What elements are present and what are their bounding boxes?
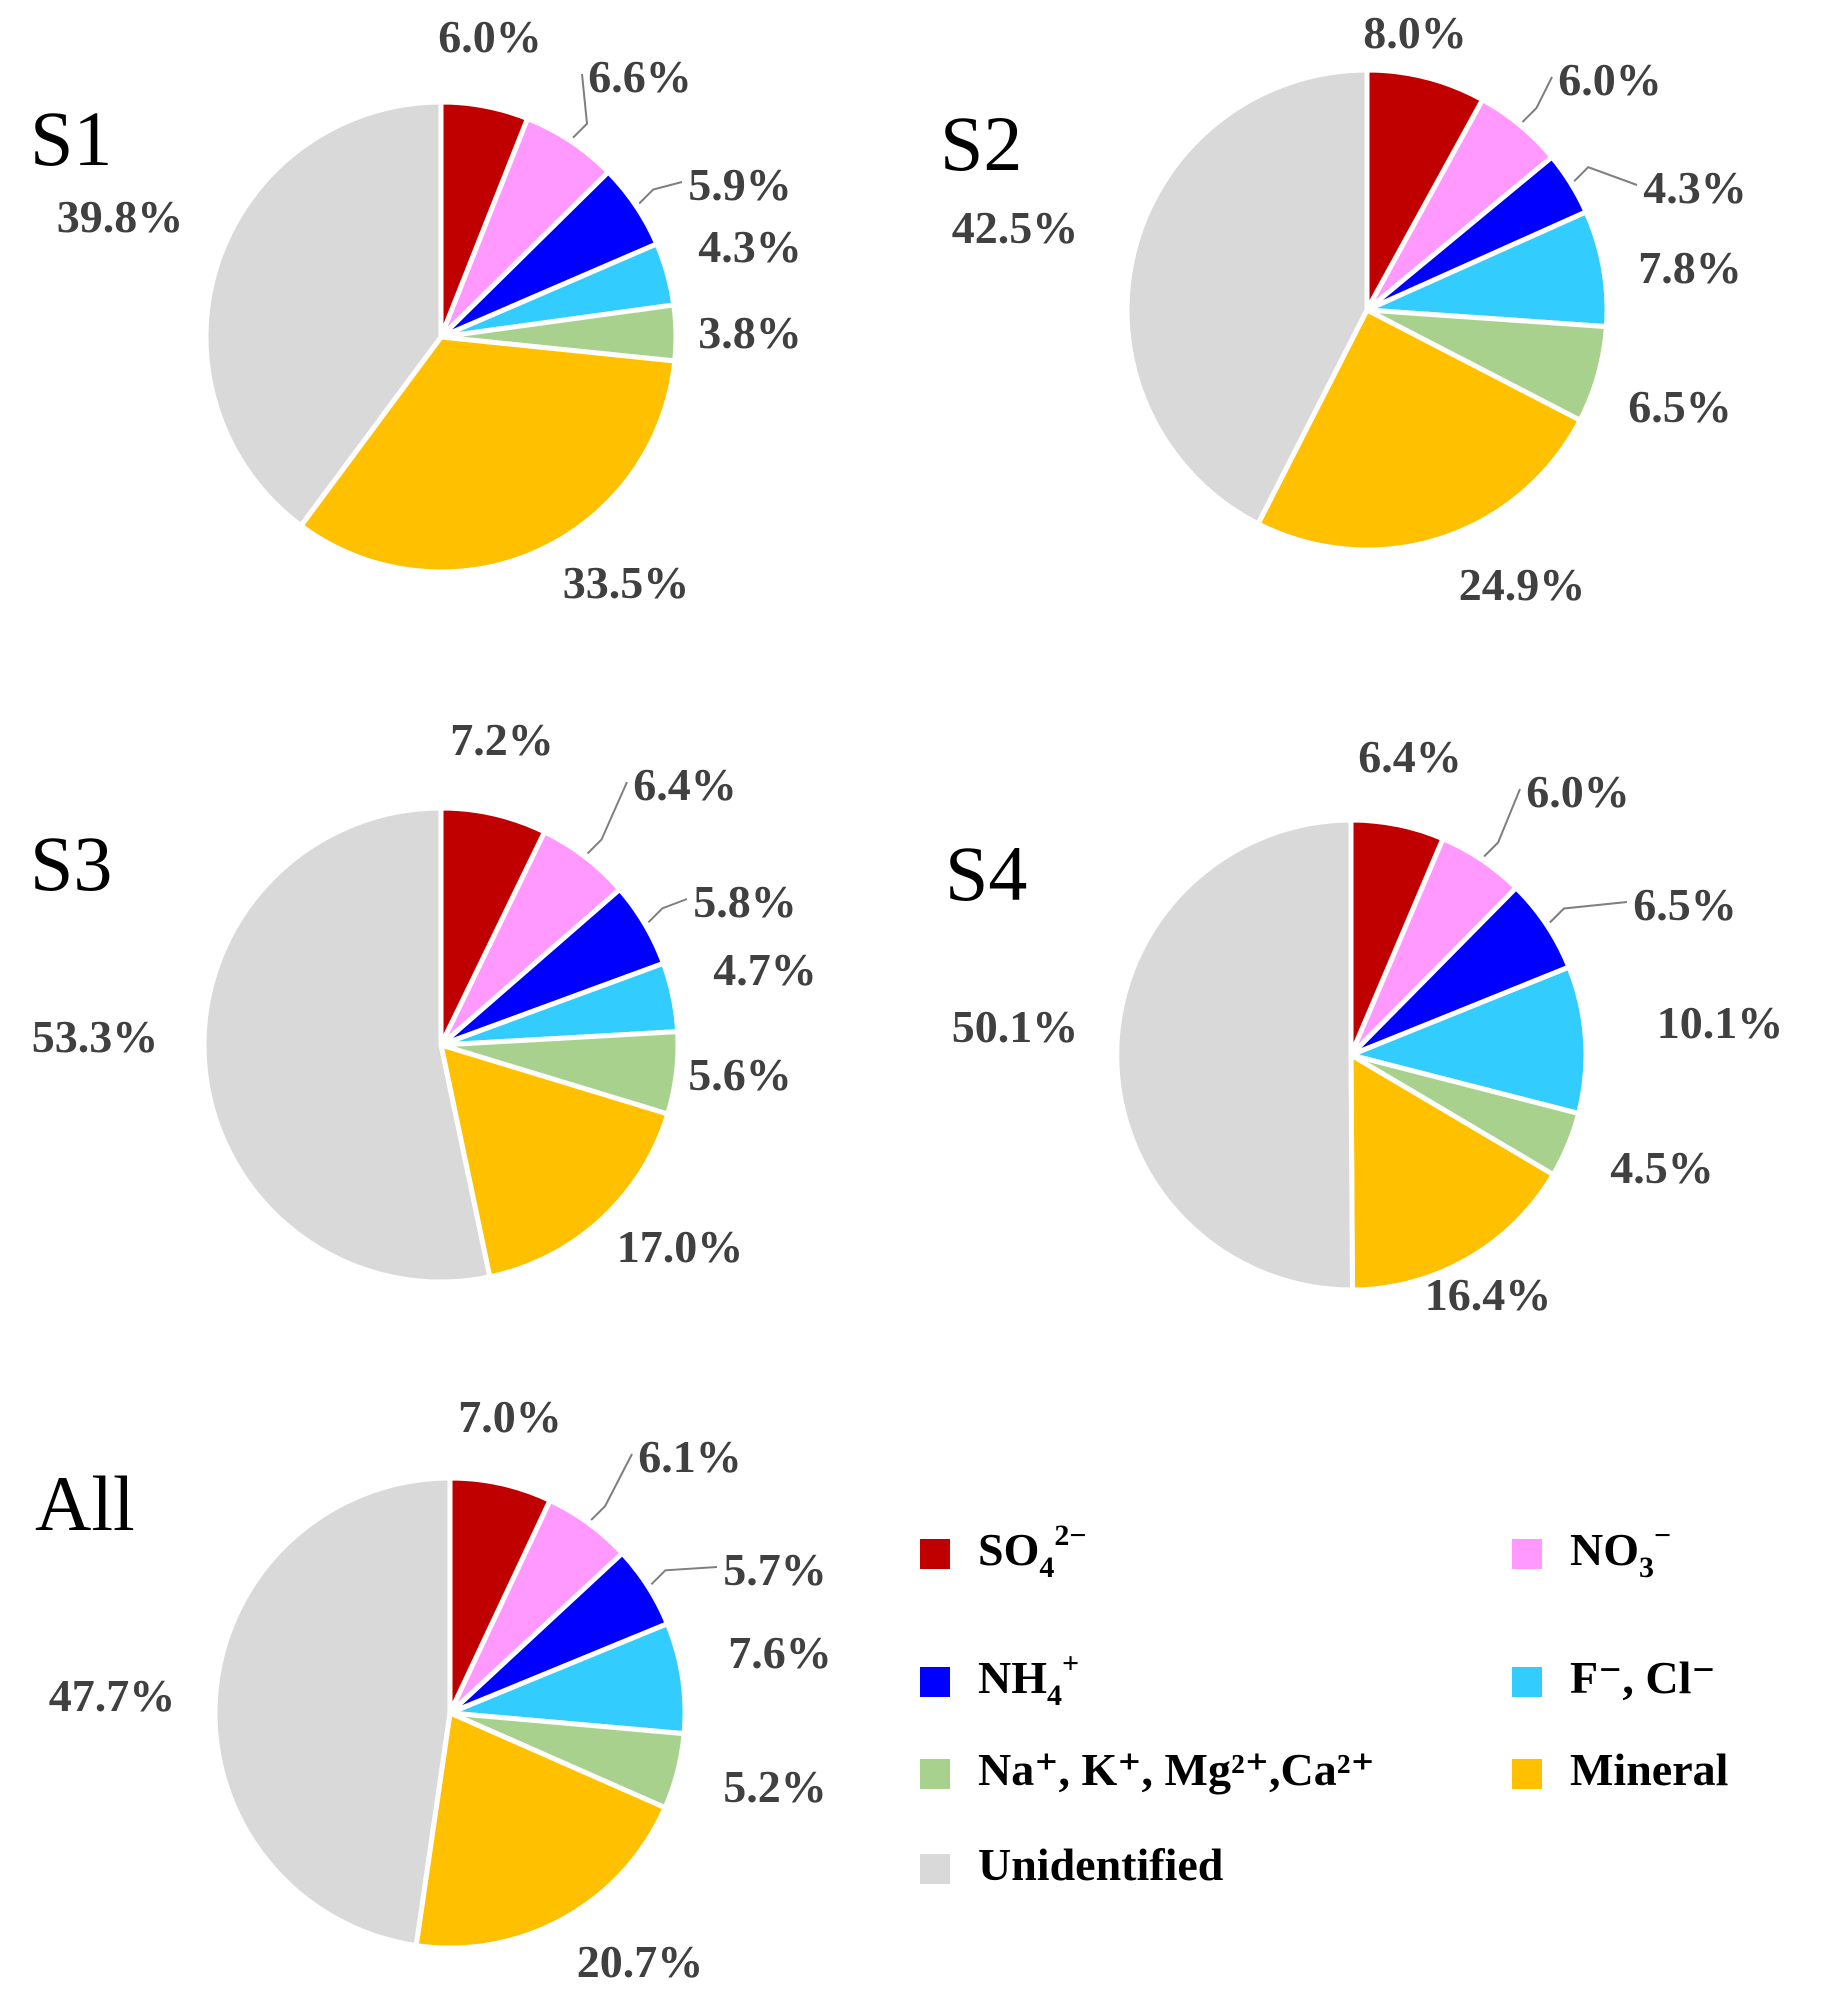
chart-title: S4 [945,830,1027,917]
legend-label: Unidentified [978,1839,1224,1890]
legend-swatch [920,1759,950,1789]
pie-chart-s1: 6.0% 6.6% 5.9% 4.3% 3.8% 33.5% 39.8% S1 [30,11,802,608]
legend-swatch [920,1539,950,1569]
leader-line [572,73,589,139]
leader-line [1573,166,1638,186]
data-label: 7.6% [728,1627,832,1678]
pie-slice [438,1042,671,1280]
data-label: 6.0% [1558,54,1662,105]
legend-label: F⁻, Cl⁻ [1570,1652,1716,1703]
pie-slice [1364,209,1610,330]
data-label: 6.6% [588,51,692,102]
data-label: 7.2% [450,714,554,765]
pie-slice [298,334,678,575]
pie-slice [1348,1052,1556,1293]
data-label: 47.7% [49,1670,176,1721]
legend: SO42− NO3− NH4+ F⁻, Cl⁻ Na⁺, K⁺, Mg²⁺,Ca²⁺ Mi… [920,1519,1728,1890]
chart-title: S2 [940,100,1022,187]
data-label: 20.7% [577,1936,704,1987]
data-label: 7.0% [458,1391,562,1442]
data-label: 24.9% [1459,559,1586,610]
pie-slice [1114,817,1355,1293]
data-label: 17.0% [617,1221,744,1272]
legend-label: Na⁺, K⁺, Mg²⁺,Ca²⁺ [978,1744,1375,1795]
data-label: 3.8% [698,307,802,358]
pie-slice [1364,67,1486,313]
pie-slice [1348,964,1589,1116]
chart-title: S3 [30,820,112,907]
chart-title: S1 [30,95,112,182]
legend-item-no3: NO3− [1512,1519,1671,1584]
legend-label: Mineral [1570,1744,1728,1795]
leader-line [650,1566,718,1586]
data-label: 4.3% [1643,162,1747,213]
leader-line [590,1453,633,1521]
leader-line [638,181,683,205]
data-label: 5.9% [688,159,792,210]
legend-label: NH4+ [978,1647,1079,1712]
pie-chart-s3: 7.2% 6.4% 5.8% 4.7% 5.6% 17.0% 53.3% S3 [30,714,817,1285]
legend-swatch [1512,1667,1542,1697]
data-label: 50.1% [952,1001,1079,1052]
legend-item-mineral: Mineral [1512,1744,1728,1795]
legend-swatch [1512,1539,1542,1569]
legend-swatch [1512,1759,1542,1789]
data-label: 6.1% [638,1431,742,1482]
data-label: 6.4% [1358,731,1462,782]
data-label: 6.5% [1633,879,1737,930]
data-label: 6.4% [633,759,737,810]
data-label: 7.8% [1638,242,1742,293]
data-label: 8.0% [1363,7,1467,58]
legend-item-so4: SO42− [920,1519,1086,1584]
data-label: 33.5% [563,557,690,608]
legend-item-nh4: NH4+ [920,1647,1079,1712]
data-label: 42.5% [952,202,1079,253]
data-label: 39.8% [57,191,184,242]
leader-line [647,898,688,924]
data-label: 6.5% [1628,381,1732,432]
data-label: 10.1% [1657,997,1784,1048]
data-label: 5.6% [688,1049,792,1100]
pie-slice [201,805,493,1285]
pie-slice [212,1475,453,1949]
leader-line [1483,788,1521,858]
data-label: 4.3% [698,221,802,272]
pie-chart-all: 7.0% 6.1% 5.7% 7.6% 5.2% 20.7% 47.7% All [35,1391,832,1987]
leader-line [1521,76,1553,123]
pie-slice [413,1710,668,1951]
legend-label: SO42− [978,1519,1086,1584]
data-label: 5.2% [723,1761,827,1812]
data-label: 16.4% [1425,1269,1552,1320]
pie-chart-s2: 8.0% 6.0% 4.3% 7.8% 6.5% 24.9% 42.5% S2 [940,7,1747,610]
chart-title: All [35,1460,135,1547]
pie-slice [1124,67,1370,527]
leader-line [586,781,628,855]
legend-swatch [920,1854,950,1884]
legend-item-fcl: F⁻, Cl⁻ [1512,1652,1716,1703]
pie-chart-s4: 6.4% 6.0% 6.5% 10.1% 4.5% 16.4% 50.1% S4 [945,731,1783,1320]
data-label: 4.7% [713,944,817,995]
legend-item-unidentified: Unidentified [920,1839,1224,1890]
data-label: 6.0% [1526,766,1630,817]
data-label: 4.5% [1610,1142,1714,1193]
pie-slice [203,99,444,529]
data-label: 5.7% [723,1544,827,1595]
data-label: 53.3% [32,1011,159,1062]
legend-swatch [920,1667,950,1697]
data-label: 5.8% [693,876,797,927]
legend-label: NO3− [1570,1519,1671,1584]
leader-line [1549,901,1628,924]
legend-item-cations: Na⁺, K⁺, Mg²⁺,Ca²⁺ [920,1744,1375,1795]
data-label: 6.0% [438,11,542,62]
